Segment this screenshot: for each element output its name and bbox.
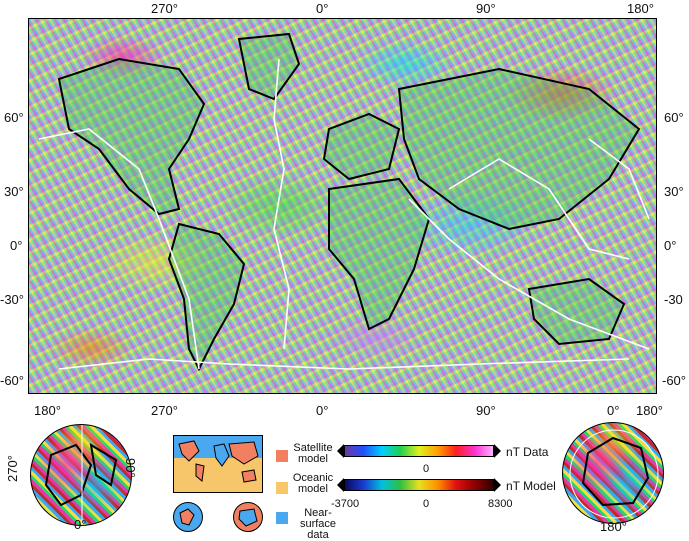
south-pole-map xyxy=(562,422,664,524)
north-pole-label-right: 90° xyxy=(124,458,137,478)
legend-label-near-surface: Near-surface data xyxy=(288,508,348,541)
colorbar-model-max: 8300 xyxy=(488,498,512,511)
greenland-outline xyxy=(239,34,299,99)
colorbar-data-right-arrow xyxy=(494,444,501,458)
right-latitude-label: -30 xyxy=(664,293,683,306)
colorbar-model-mid: 0 xyxy=(423,498,429,511)
north-pole-map xyxy=(30,424,132,526)
top-longitude-label: 90° xyxy=(476,2,496,15)
colorbar-model-label: nT Model xyxy=(506,480,556,493)
colorbar-model-left-arrow xyxy=(337,478,344,492)
world-magnetic-anomaly-map xyxy=(28,18,657,394)
top-longitude-label: 180° xyxy=(627,2,654,15)
legend-label-satellite: Satellite model xyxy=(290,443,336,465)
legend-swatch-near-surface xyxy=(276,512,288,524)
bottom-longitude-label: 90° xyxy=(476,404,496,417)
minimap-overlay xyxy=(174,436,262,492)
left-latitude-label: 30° xyxy=(4,185,24,198)
colorbar-model-right-arrow xyxy=(494,478,501,492)
colorbar-model xyxy=(344,479,494,491)
legend-swatch-oceanic xyxy=(276,482,288,494)
minimap-north-pole xyxy=(173,502,203,532)
colorbar-data-mid: 0 xyxy=(423,463,429,476)
left-latitude-label: -30° xyxy=(0,293,24,306)
bottom-longitude-label: 0° xyxy=(607,404,619,417)
south-america-outline xyxy=(169,224,244,369)
bottom-longitude-label: 180° xyxy=(636,404,663,417)
map-overlay xyxy=(29,19,657,394)
north-america-outline xyxy=(59,59,204,214)
right-latitude-label: 30° xyxy=(664,185,684,198)
right-latitude-label: -60° xyxy=(662,374,686,387)
colorbar-data-label: nT Data xyxy=(506,446,548,459)
bottom-longitude-label: 270° xyxy=(151,404,178,417)
north-pole-label-left: 270° xyxy=(6,455,19,482)
bottom-longitude-label: 0° xyxy=(316,404,328,417)
europe-outline xyxy=(324,114,399,179)
legend-swatch-satellite xyxy=(276,450,288,462)
top-longitude-label: 0° xyxy=(316,2,328,15)
north-pole-label-bottom: 0° xyxy=(74,518,86,531)
plate-boundary-line xyxy=(274,59,289,349)
colorbar-model-min: -3700 xyxy=(331,498,359,511)
right-latitude-label: 60° xyxy=(664,111,684,124)
right-latitude-label: 0° xyxy=(664,239,676,252)
top-longitude-label: 270° xyxy=(151,2,178,15)
left-latitude-label: -60° xyxy=(0,374,24,387)
bottom-longitude-label: 180° xyxy=(34,404,61,417)
left-latitude-label: 60° xyxy=(4,111,24,124)
left-latitude-label: 0° xyxy=(10,239,22,252)
plate-boundary-line xyxy=(59,359,629,369)
colorbar-data xyxy=(344,445,494,457)
north-pole-overlay xyxy=(31,425,132,526)
africa-outline xyxy=(329,179,429,329)
legend-label-oceanic: Oceanic model xyxy=(290,473,336,495)
south-pole-label-bottom: 180° xyxy=(600,520,627,533)
south-pole-overlay xyxy=(563,423,664,524)
minimap-south-pole xyxy=(233,502,263,532)
model-coverage-minimap xyxy=(173,435,263,493)
colorbar-data-left-arrow xyxy=(337,444,344,458)
